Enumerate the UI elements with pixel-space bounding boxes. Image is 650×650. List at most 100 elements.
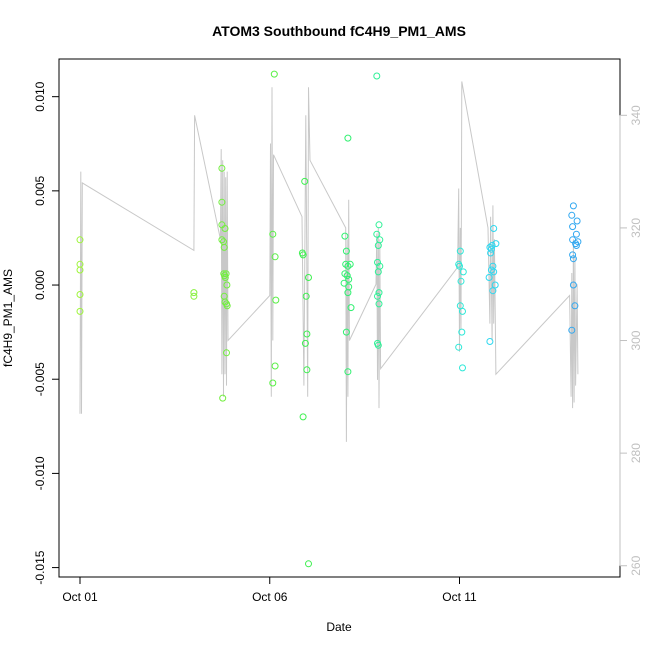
- data-point: [223, 302, 231, 310]
- data-point: [299, 413, 307, 421]
- data-point: [491, 281, 499, 289]
- data-point: [459, 268, 467, 276]
- y-tick-label: -0.015: [33, 550, 47, 584]
- data-point: [456, 247, 464, 255]
- data-point: [340, 279, 348, 287]
- trace-line-layer: [79, 81, 579, 442]
- data-point: [455, 343, 463, 351]
- data-point: [572, 230, 580, 238]
- data-point: [487, 245, 495, 253]
- data-point: [374, 242, 382, 249]
- x-axis-label: Date: [326, 620, 352, 634]
- data-point: [301, 339, 309, 347]
- data-point: [343, 272, 351, 280]
- data-point: [269, 230, 277, 238]
- y2-tick-label: 320: [629, 218, 643, 238]
- data-point: [342, 247, 350, 255]
- data-point: [341, 232, 349, 240]
- y2-tick-label: 340: [629, 105, 643, 125]
- data-point: [374, 258, 381, 266]
- x-tick-label: Oct 06: [252, 590, 288, 604]
- data-point: [342, 328, 350, 336]
- data-point: [574, 238, 582, 246]
- y-axis-left: 0.010 0.005 0.000 -0.005 -0.010 -0.015: [33, 81, 60, 585]
- data-point: [487, 266, 495, 274]
- data-point: [344, 134, 352, 142]
- data-point: [487, 249, 495, 257]
- data-point: [345, 275, 353, 283]
- y-axis-right: 260 280 300 320 340: [619, 105, 643, 576]
- data-point: [568, 326, 576, 334]
- data-point: [374, 268, 382, 276]
- data-point: [569, 251, 577, 259]
- data-point: [569, 223, 577, 231]
- trace-line: [79, 81, 579, 442]
- data-point: [220, 243, 228, 251]
- plot-frame: [58, 58, 621, 578]
- y2-tick-label: 280: [629, 443, 643, 463]
- data-point: [346, 260, 354, 268]
- data-point: [271, 362, 279, 370]
- data-point: [486, 338, 494, 345]
- data-point: [492, 240, 500, 248]
- y2-tick-label: 260: [629, 555, 643, 575]
- y-axis-label: fC4H9_PM1_AMS: [1, 269, 15, 367]
- data-point: [459, 364, 466, 372]
- data-point: [219, 394, 227, 402]
- data-point: [221, 225, 229, 232]
- data-point: [375, 221, 383, 229]
- y-tick-label: -0.005: [33, 362, 47, 396]
- data-point: [76, 291, 84, 298]
- data-point: [490, 225, 498, 232]
- data-point: [490, 268, 498, 276]
- data-point: [223, 281, 231, 289]
- data-point: [303, 366, 311, 374]
- data-point: [459, 307, 466, 315]
- data-point: [569, 255, 577, 263]
- data-point: [572, 242, 580, 249]
- data-point: [218, 198, 226, 206]
- data-point: [76, 266, 84, 274]
- data-point: [270, 70, 278, 78]
- data-point: [221, 274, 229, 281]
- data-point: [299, 251, 307, 259]
- data-point: [269, 379, 277, 387]
- data-point: [76, 307, 84, 315]
- data-point: [342, 260, 350, 268]
- data-point: [190, 289, 198, 297]
- data-point: [305, 560, 312, 568]
- x-tick-label: Oct 11: [442, 590, 477, 604]
- y2-tick-label: 300: [629, 330, 643, 350]
- data-point: [190, 292, 198, 300]
- data-point: [456, 262, 463, 270]
- x-tick-label: Oct 01: [62, 590, 98, 604]
- data-point: [303, 330, 311, 338]
- data-point: [302, 292, 310, 300]
- data-point: [375, 300, 383, 308]
- data-point: [344, 262, 352, 270]
- data-point: [272, 296, 280, 304]
- data-point: [568, 211, 576, 219]
- data-point: [221, 298, 229, 306]
- data-point: [488, 242, 496, 249]
- y-tick-label: -0.010: [33, 456, 47, 490]
- data-point: [573, 217, 581, 225]
- scatter-points-layer: [76, 70, 582, 568]
- data-point: [485, 274, 493, 281]
- data-point: [344, 368, 352, 376]
- x-axis: Oct 01 Oct 06 Oct 11: [62, 576, 477, 604]
- data-point: [223, 349, 230, 357]
- data-point: [489, 287, 497, 295]
- y-tick-label: 0.005: [33, 176, 47, 206]
- data-point: [374, 341, 382, 349]
- data-point: [373, 230, 381, 238]
- data-point: [218, 164, 226, 172]
- data-point: [374, 292, 381, 300]
- data-point: [373, 72, 381, 80]
- data-point: [569, 281, 577, 289]
- data-point: [347, 304, 355, 312]
- data-point: [305, 274, 312, 281]
- data-point: [218, 236, 226, 244]
- data-point: [569, 202, 577, 210]
- data-point: [344, 289, 352, 297]
